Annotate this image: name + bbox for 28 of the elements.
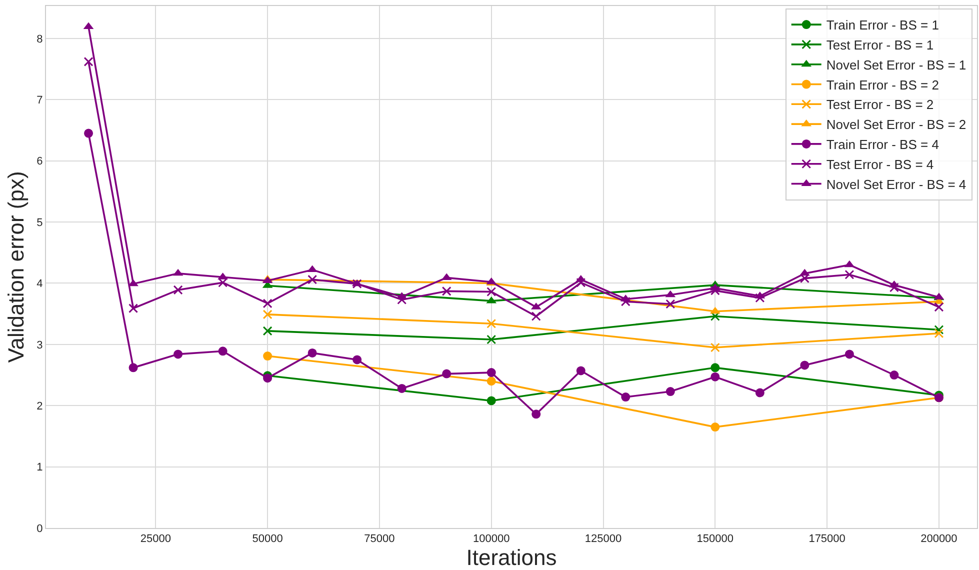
x-axis-title: Iterations: [466, 545, 557, 570]
y-axis-title: Validation error (px): [3, 171, 28, 363]
y-tick-label: 7: [36, 94, 43, 106]
legend-label: Test Error - BS = 4: [826, 156, 934, 172]
y-tick-label: 6: [36, 156, 43, 168]
y-tick-label: 8: [36, 33, 43, 46]
legend-label: Test Error - BS = 1: [826, 38, 934, 53]
y-tick-label: 2: [36, 400, 43, 412]
x-tick-label: 150000: [696, 533, 734, 546]
x-tick-label: 200000: [920, 533, 958, 546]
legend-label: Novel Set Error - BS = 4: [826, 176, 966, 192]
legend-label: Novel Set Error - BS = 2: [826, 117, 966, 132]
legend-label: Test Error - BS = 2: [826, 97, 934, 112]
y-tick-label: 0: [36, 522, 43, 535]
x-tick-label: 100000: [473, 533, 510, 546]
legend-label: Novel Set Error - BS = 1: [826, 57, 966, 72]
x-tick-label: 175000: [808, 533, 846, 546]
x-tick-label: 75000: [364, 533, 395, 546]
legend-label: Train Error - BS = 2: [826, 77, 939, 92]
y-tick-label: 5: [36, 216, 43, 229]
y-tick-label: 3: [36, 339, 43, 352]
legend-label: Train Error - BS = 4: [826, 137, 939, 152]
y-tick-label: 4: [36, 278, 43, 290]
y-tick-label: 1: [36, 462, 43, 474]
x-tick-label: 125000: [584, 533, 622, 546]
x-tick-label: 25000: [140, 533, 171, 546]
x-tick-label: 50000: [252, 533, 283, 546]
legend-label: Train Error - BS = 1: [826, 18, 939, 33]
